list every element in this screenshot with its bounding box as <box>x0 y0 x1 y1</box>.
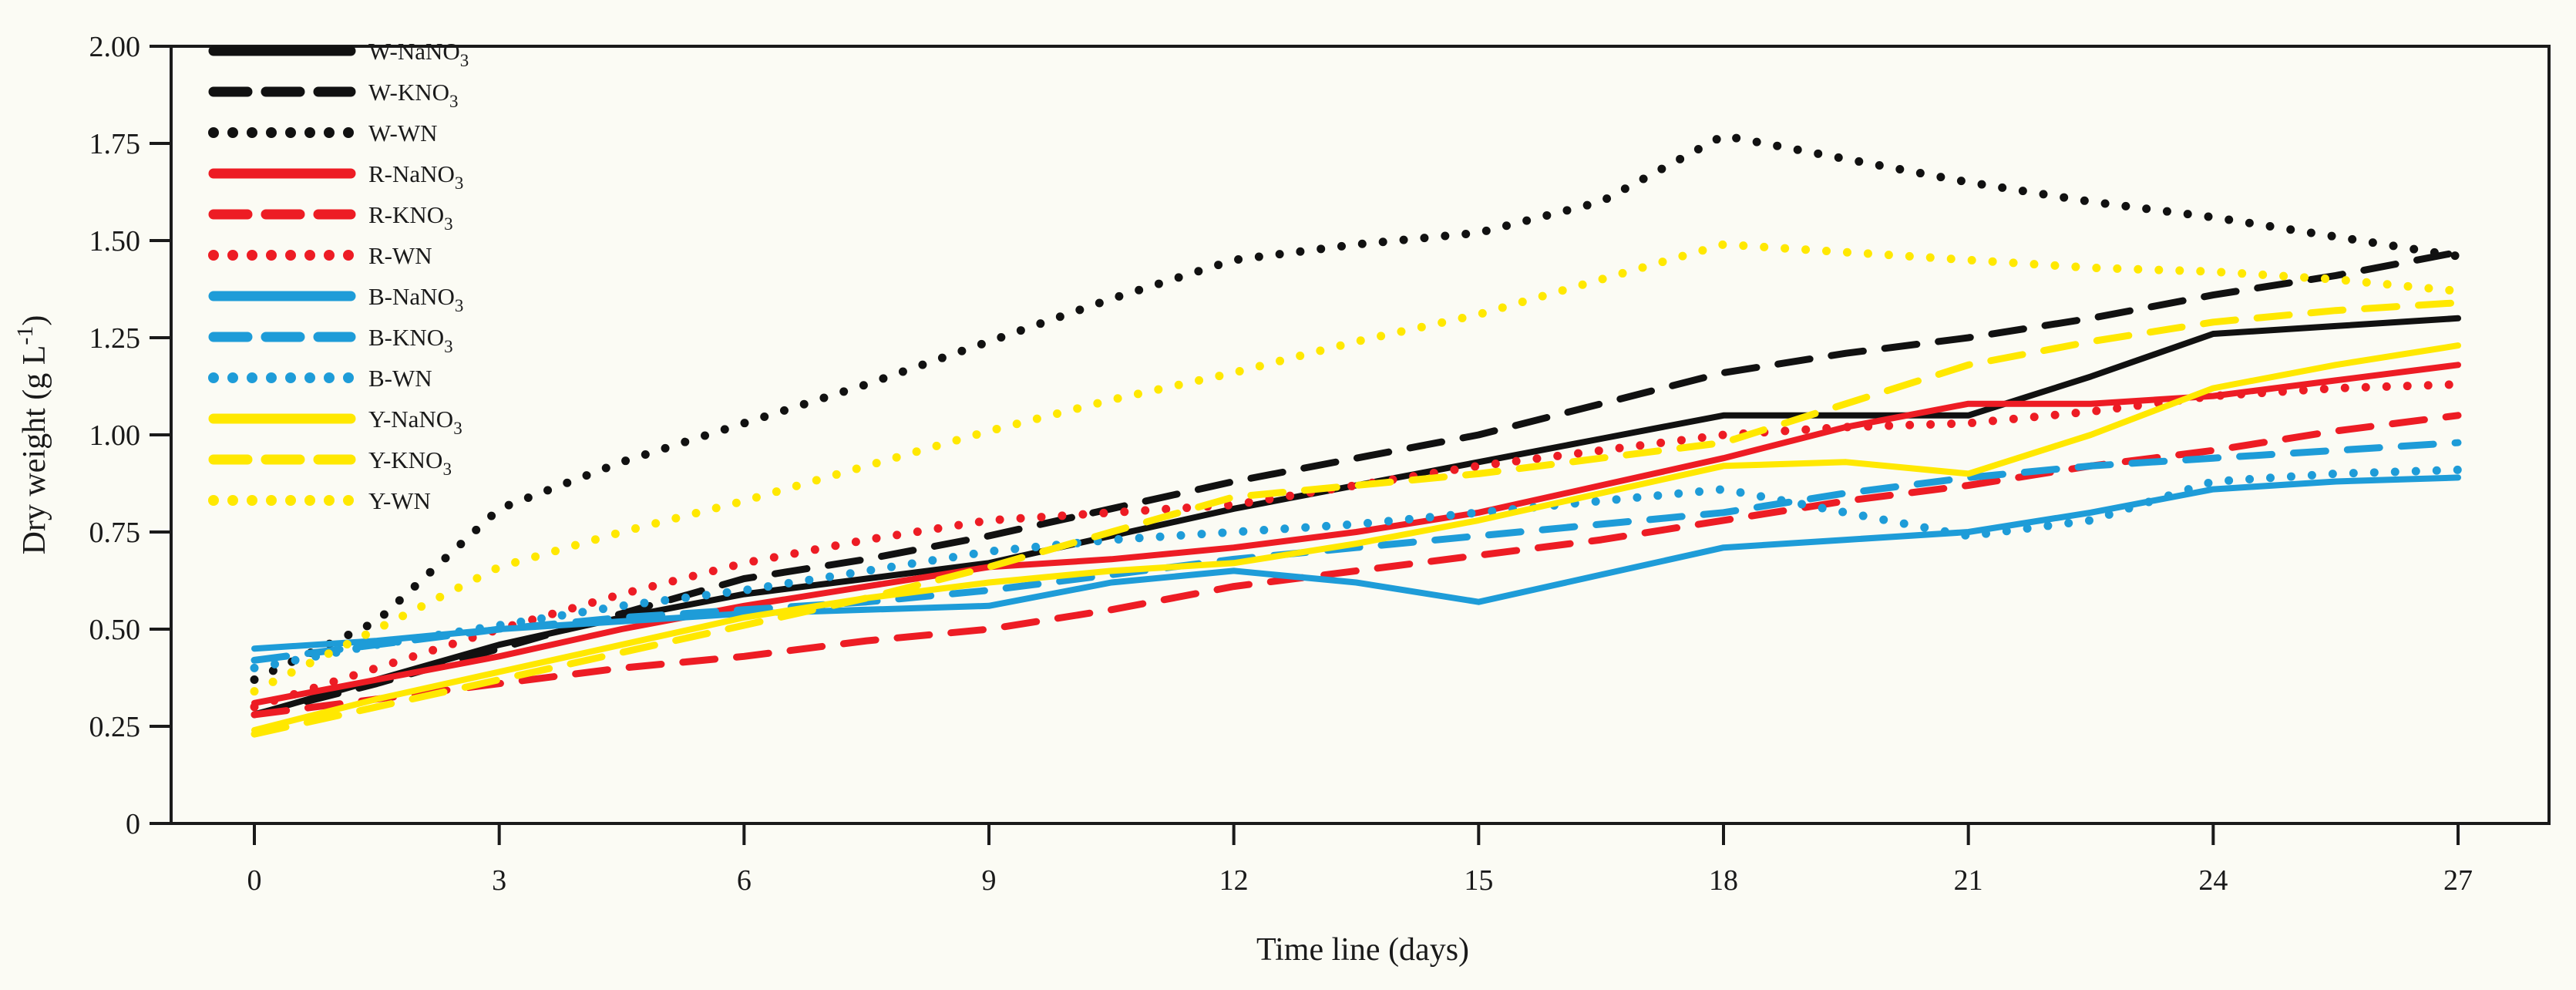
x-tick-label: 0 <box>247 864 262 897</box>
legend-label: W-KNO3 <box>368 79 459 111</box>
legend-item-R-WN: R-WN <box>208 242 432 269</box>
x-tick-label: 3 <box>492 864 506 897</box>
data-series <box>250 131 2463 738</box>
x-tick-label: 21 <box>1954 864 1983 897</box>
legend-label: B-NaNO3 <box>368 283 463 315</box>
y-tick-label: 0.75 <box>89 517 141 549</box>
legend-item-B-KNO3: B-KNO3 <box>208 324 453 356</box>
legend-label: W-WN <box>368 120 438 146</box>
series-line-B-NaNO3 <box>251 474 2461 652</box>
legend-item-Y-WN: Y-WN <box>208 487 431 514</box>
series-line-B-WN <box>250 465 2463 672</box>
y-tick-label: 1.50 <box>89 225 141 258</box>
legend-label: W-NaNO3 <box>368 38 469 70</box>
x-tick-label: 6 <box>737 864 752 897</box>
y-tick-label: 1.75 <box>89 128 141 160</box>
y-tick-label: 1.00 <box>89 419 141 452</box>
legend-label: B-KNO3 <box>368 324 453 356</box>
legend-item-W-KNO3: W-KNO3 <box>208 79 459 111</box>
x-axis-title: Time line (days) <box>1256 932 1469 968</box>
y-tick-label: 0.25 <box>89 711 141 743</box>
plot-border <box>170 45 2551 825</box>
legend-label: Y-KNO3 <box>368 446 452 479</box>
legend-item-B-NaNO3: B-NaNO3 <box>208 283 463 315</box>
y-axis-title: Dry weight (g L-1) <box>12 315 52 555</box>
series-line-Y-NaNO3 <box>251 342 2461 733</box>
x-tick-label: 12 <box>1219 864 1249 897</box>
axis-ticks: 2.00 1.75 1.50 1.25 1.00 0.75 0.50 0.25 0 0 3 6 9 12 1… <box>89 31 2473 897</box>
y-tick-label: 0 <box>126 808 140 840</box>
legend-item-B-WN: B-WN <box>208 365 432 392</box>
legend-label: B-WN <box>368 365 432 392</box>
series-line-B-KNO3 <box>251 439 2462 664</box>
legend-item-R-KNO3: R-KNO3 <box>208 201 453 234</box>
legend-item-Y-KNO3: Y-KNO3 <box>208 446 452 479</box>
legend-label: Y-NaNO3 <box>368 406 462 438</box>
x-tick-label: 18 <box>1709 864 1738 897</box>
y-axis-title-text: Dry weight (g L-1) <box>12 315 52 555</box>
y-tick-label: 1.25 <box>89 322 141 355</box>
y-tick-label: 0.50 <box>89 614 141 646</box>
legend-item-W-NaNO3: W-NaNO3 <box>208 38 469 70</box>
legend-label: R-KNO3 <box>368 201 453 234</box>
series-line-W-KNO3 <box>251 248 2462 719</box>
x-tick-label: 9 <box>982 864 997 897</box>
legend-item-Y-NaNO3: Y-NaNO3 <box>208 406 462 438</box>
plot-frame <box>170 45 2551 825</box>
series-line-Y-KNO3 <box>251 299 2462 738</box>
legend-label: Y-WN <box>368 487 431 514</box>
series-line-W-WN <box>250 131 2463 684</box>
legend-label: R-WN <box>368 242 432 269</box>
y-tick-label: 2.00 <box>89 31 141 63</box>
legend-label: R-NaNO3 <box>368 160 463 193</box>
x-tick-label: 27 <box>2443 864 2473 897</box>
legend-item-R-NaNO3: R-NaNO3 <box>208 160 463 193</box>
series-line-R-NaNO3 <box>251 362 2461 706</box>
legend: W-NaNO3 W-KNO3 W-WN R-NaNO3 R-KNO3 R-WN B-NaNO… <box>208 38 469 514</box>
x-tick-label: 24 <box>2198 864 2228 897</box>
x-tick-label: 15 <box>1464 864 1493 897</box>
legend-item-W-WN: W-WN <box>208 120 438 146</box>
